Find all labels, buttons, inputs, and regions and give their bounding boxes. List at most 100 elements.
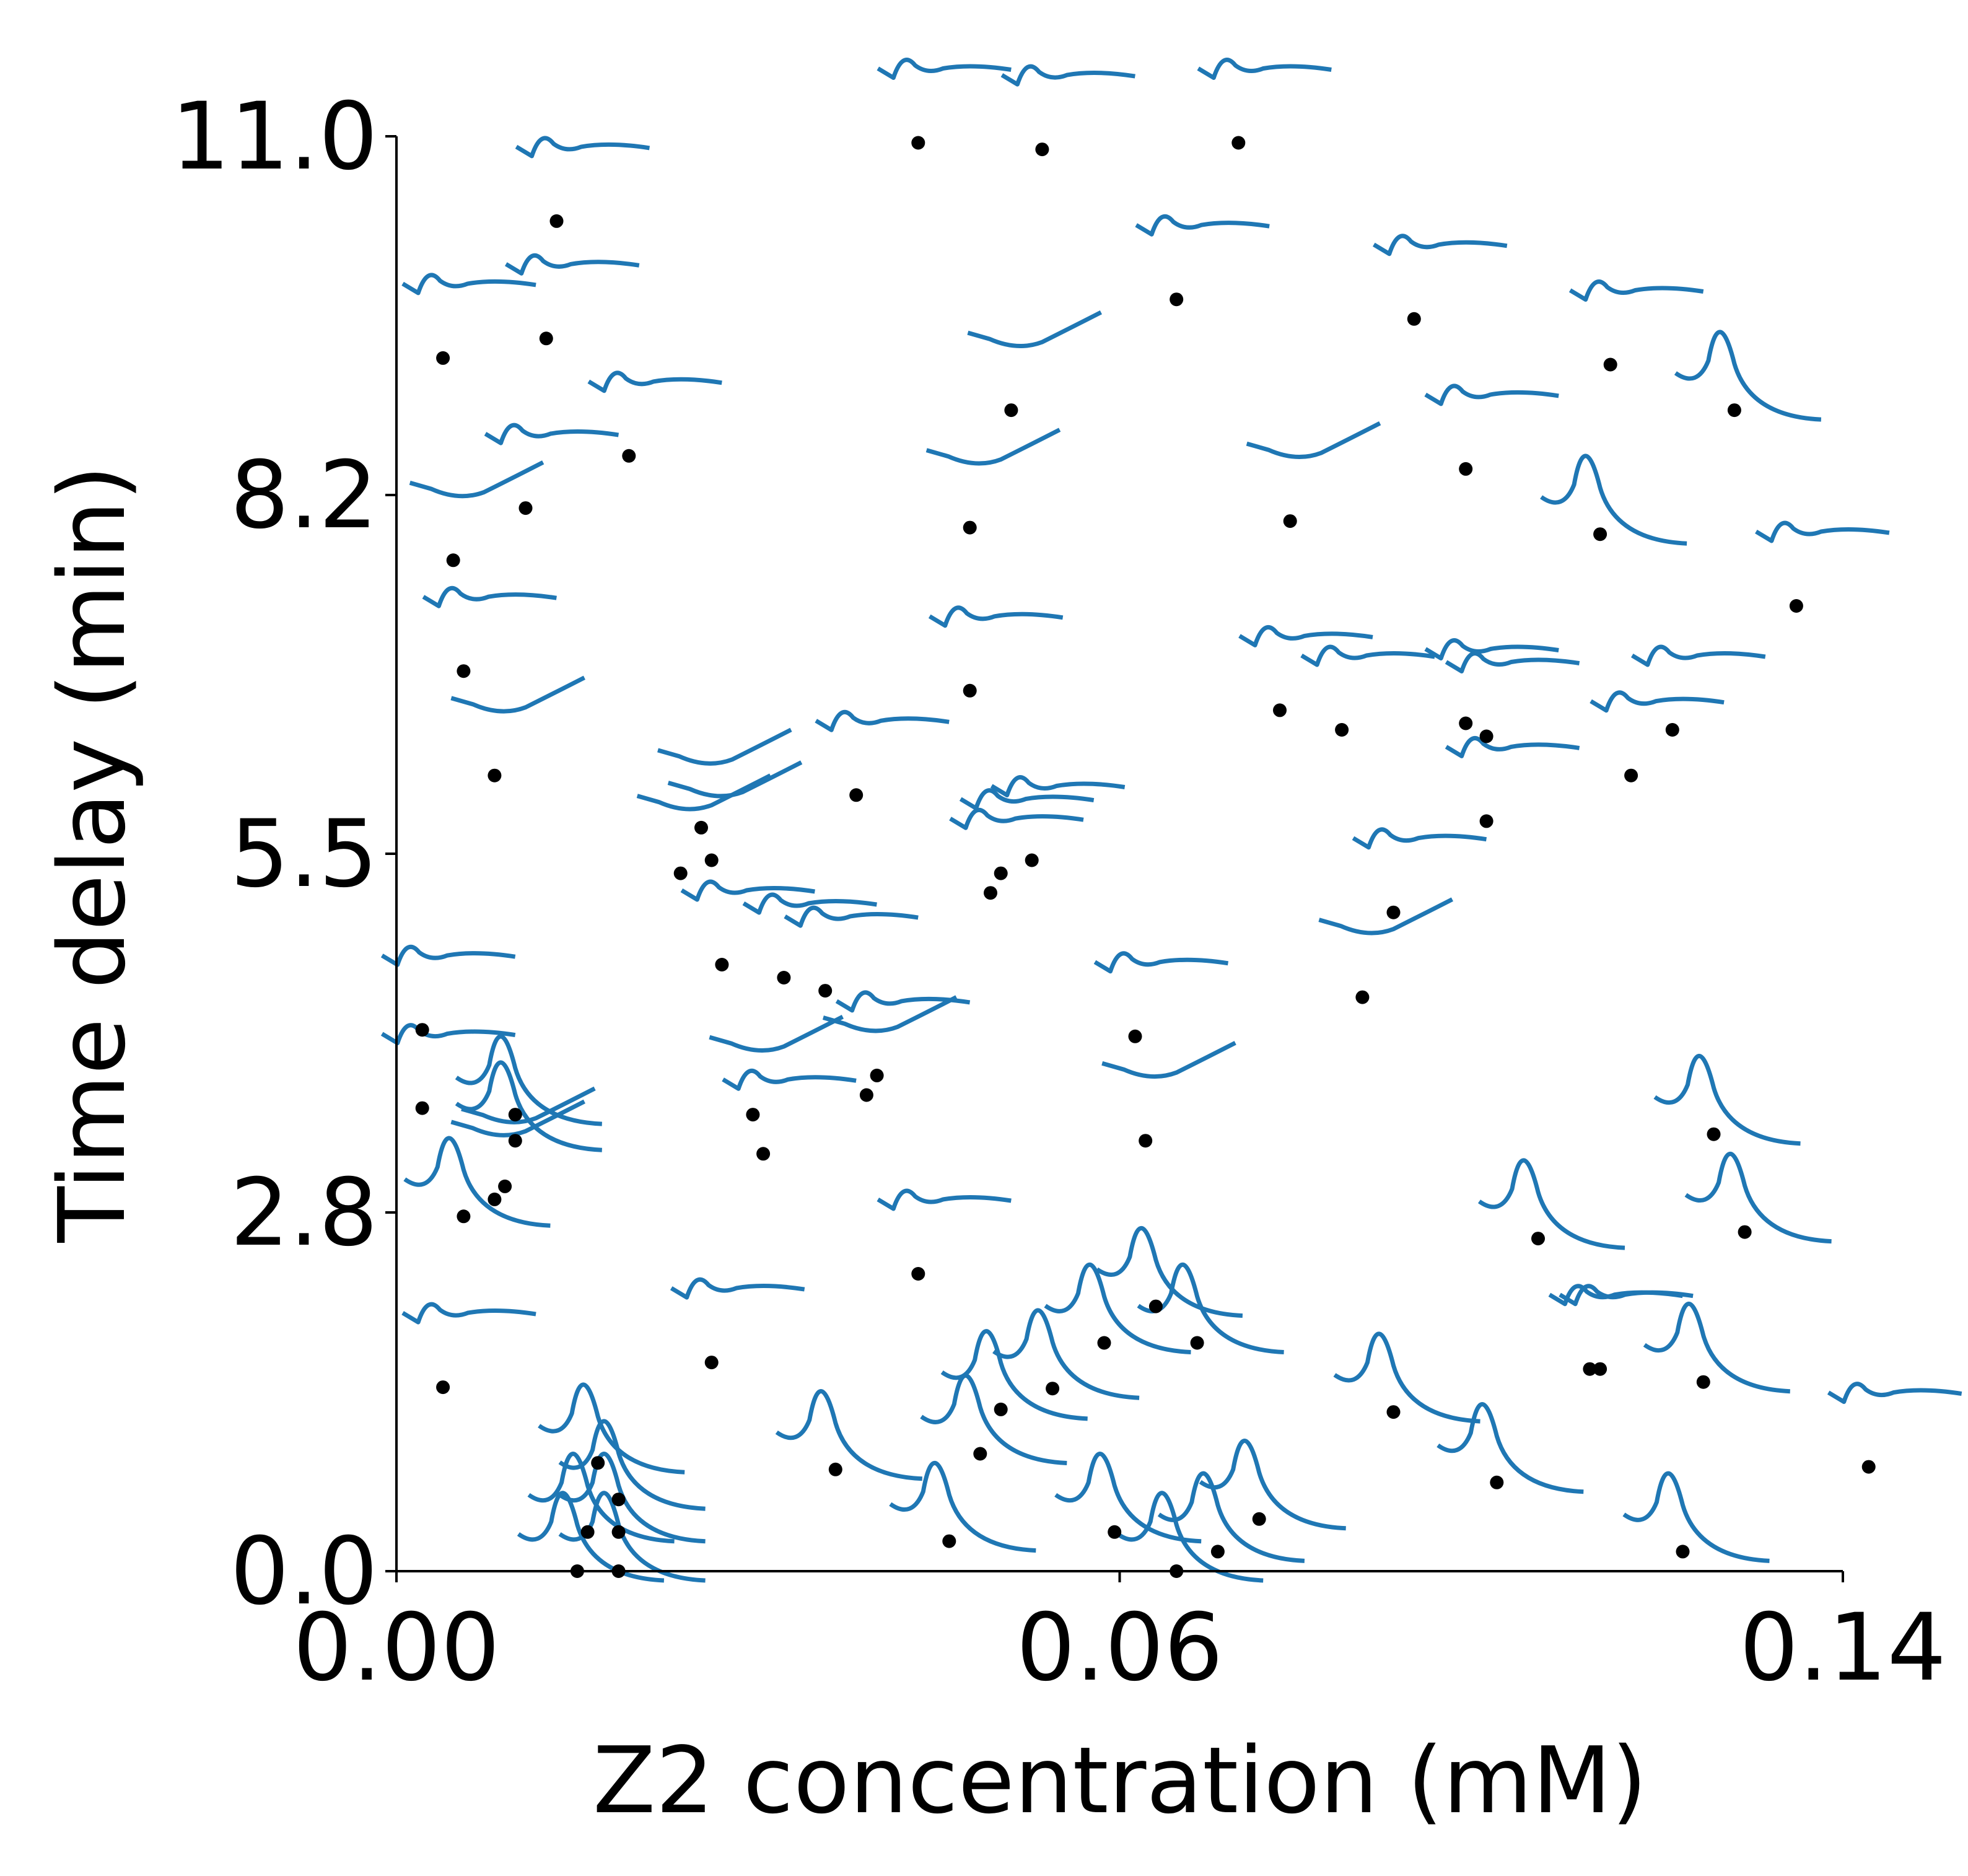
data-point [498, 1179, 512, 1193]
data-point [611, 1492, 626, 1507]
waveform-trace [1643, 1302, 1790, 1394]
waveform-trace [515, 136, 650, 159]
data-point [994, 866, 1008, 880]
waveform-trace [992, 1308, 1140, 1400]
data-point [1531, 1232, 1545, 1246]
data-point [1128, 1029, 1142, 1043]
waveform-trace [636, 773, 772, 812]
data-point [1861, 1460, 1876, 1474]
data-point [911, 1267, 925, 1281]
y-tick-label: 11.0 [171, 83, 378, 191]
waveform-trace [1559, 1284, 1694, 1307]
data-point [1273, 703, 1287, 717]
waveform-trace [403, 1136, 551, 1228]
waveform-trace [1044, 1262, 1191, 1354]
waveform-trace [775, 1389, 922, 1481]
data-point [1479, 729, 1493, 743]
waveform-trace [657, 727, 792, 766]
waveform-trace [450, 675, 585, 714]
data-point [1727, 403, 1741, 418]
point-layer [415, 136, 1876, 1578]
waveform-trace [722, 1068, 857, 1091]
data-point [1386, 1405, 1401, 1419]
waveform-trace [742, 892, 877, 915]
x-tick-label: 0.06 [1017, 1594, 1223, 1702]
data-point [1004, 403, 1018, 418]
data-point [694, 820, 708, 835]
y-tick-label: 8.2 [230, 442, 378, 550]
data-point [1046, 1382, 1060, 1396]
y-tick-label: 0.0 [230, 1518, 378, 1626]
data-point [611, 1525, 626, 1539]
data-point [591, 1456, 605, 1470]
waveform-trace [558, 1452, 706, 1544]
waveform-trace [1333, 1331, 1480, 1424]
data-point [1624, 768, 1638, 782]
waveform-trace [877, 1188, 1012, 1211]
waveform-trace [1054, 1452, 1202, 1544]
data-point [859, 1088, 873, 1102]
data-point [1335, 723, 1349, 737]
data-point [446, 553, 460, 568]
y-axis-ticks: 0.0 2.8 5.5 8.2 11.0 [171, 83, 396, 1626]
data-point [580, 1525, 595, 1539]
x-tick-label: 0.14 [1739, 1594, 1946, 1702]
data-point [673, 866, 688, 880]
waveform-trace [949, 807, 1084, 830]
waveform-trace [835, 990, 971, 1013]
data-point [704, 853, 719, 867]
data-point [1035, 142, 1049, 157]
waveform-trace [538, 1382, 685, 1475]
waveform-trace [1827, 1382, 1962, 1405]
data-point [1676, 1545, 1690, 1559]
data-point [1190, 1336, 1204, 1350]
data-point [818, 984, 833, 998]
waveform-trace [1445, 736, 1580, 758]
waveform-trace [450, 1099, 585, 1137]
waveform-trace [1674, 330, 1822, 422]
data-point [994, 1402, 1008, 1416]
waveform-trace [925, 427, 1061, 466]
waveform-trace [967, 310, 1102, 348]
waveform-trace [1445, 651, 1580, 673]
waveform-trace [709, 1014, 844, 1053]
data-point [1210, 1545, 1225, 1559]
y-tick-label: 2.8 [230, 1159, 378, 1267]
waveform-trace [1197, 58, 1332, 80]
x-axis-ticks: 0.00 0.06 0.14 [293, 1571, 1946, 1702]
waveform-trace [455, 1060, 602, 1152]
data-point [1386, 905, 1401, 919]
waveform-trace [1424, 384, 1559, 406]
waveform-trace [680, 879, 815, 902]
waveform-trace [1630, 644, 1766, 667]
waveform-trace [1095, 1225, 1243, 1318]
waveform-trace [1372, 234, 1508, 256]
data-point [984, 886, 997, 900]
data-point [1593, 1362, 1607, 1376]
data-point [436, 351, 450, 365]
data-point [488, 1192, 502, 1206]
waveform-trace [1437, 1402, 1584, 1494]
data-point [436, 1380, 450, 1395]
data-point [1738, 1225, 1752, 1239]
waveform-trace [670, 1277, 805, 1300]
data-point [457, 1209, 471, 1224]
data-point [1170, 292, 1184, 307]
waveform-trace [1352, 827, 1487, 850]
data-point [1231, 136, 1246, 150]
x-axis-title: Z2 concentration (mM) [593, 1727, 1647, 1834]
waveform-trace [822, 995, 958, 1033]
x-tick-label: 0.00 [293, 1594, 500, 1702]
data-point [756, 1147, 771, 1161]
waveform-trace [1300, 644, 1435, 667]
waveform-trace [1199, 1439, 1346, 1531]
data-point [1097, 1336, 1111, 1350]
data-point [828, 1462, 842, 1476]
waveform-trace [422, 585, 557, 608]
waveform-trace [990, 775, 1126, 797]
data-point [549, 214, 564, 228]
waveform-trace [461, 1086, 596, 1124]
waveform-trace [558, 1419, 706, 1511]
data-point [1696, 1375, 1710, 1389]
data-point [1583, 1362, 1597, 1376]
